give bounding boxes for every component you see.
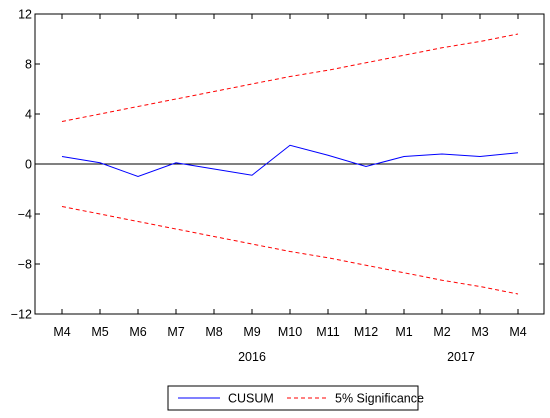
x-tick-label: M5 — [91, 325, 108, 339]
x-axis: M4 M5 M6 M7 M8 M9 M10 M11 M12 M1 M2 M3 M4 — [53, 14, 527, 339]
y-axis: 12 8 4 0 −4 −8 −12 — [11, 8, 544, 322]
x-tick-label: M2 — [433, 325, 450, 339]
year-label: 2017 — [447, 350, 475, 364]
x-tick-label: M3 — [471, 325, 488, 339]
x-tick-label: M1 — [395, 325, 412, 339]
legend-label-significance: 5% Significance — [335, 392, 424, 406]
year-label: 2016 — [238, 350, 266, 364]
legend-label-cusum: CUSUM — [228, 392, 274, 406]
y-tick-label: −12 — [11, 308, 32, 322]
x-tick-label: M4 — [509, 325, 526, 339]
series-line-cusum — [61, 144, 519, 178]
series-line-5-significance — [61, 33, 519, 122]
x-tick-label: M11 — [316, 325, 339, 339]
x-tick-label: M10 — [278, 325, 302, 339]
y-tick-label: −8 — [18, 258, 32, 272]
y-tick-label: 4 — [25, 108, 32, 122]
legend: CUSUM 5% Significance — [167, 385, 424, 411]
x-tick-label: M9 — [243, 325, 260, 339]
y-tick-label: 0 — [25, 158, 32, 172]
series-line-lower-bound — [61, 206, 519, 295]
y-tick-label: 12 — [18, 8, 32, 22]
x-tick-label: M8 — [205, 325, 222, 339]
x-tick-label: M6 — [129, 325, 146, 339]
x-tick-label: M7 — [167, 325, 184, 339]
series-group — [61, 33, 519, 295]
year-labels: 2016 2017 — [238, 350, 475, 364]
y-tick-label: 8 — [25, 58, 32, 72]
x-tick-label: M4 — [53, 325, 70, 339]
x-tick-label: M12 — [354, 325, 378, 339]
y-tick-label: −4 — [18, 208, 32, 222]
